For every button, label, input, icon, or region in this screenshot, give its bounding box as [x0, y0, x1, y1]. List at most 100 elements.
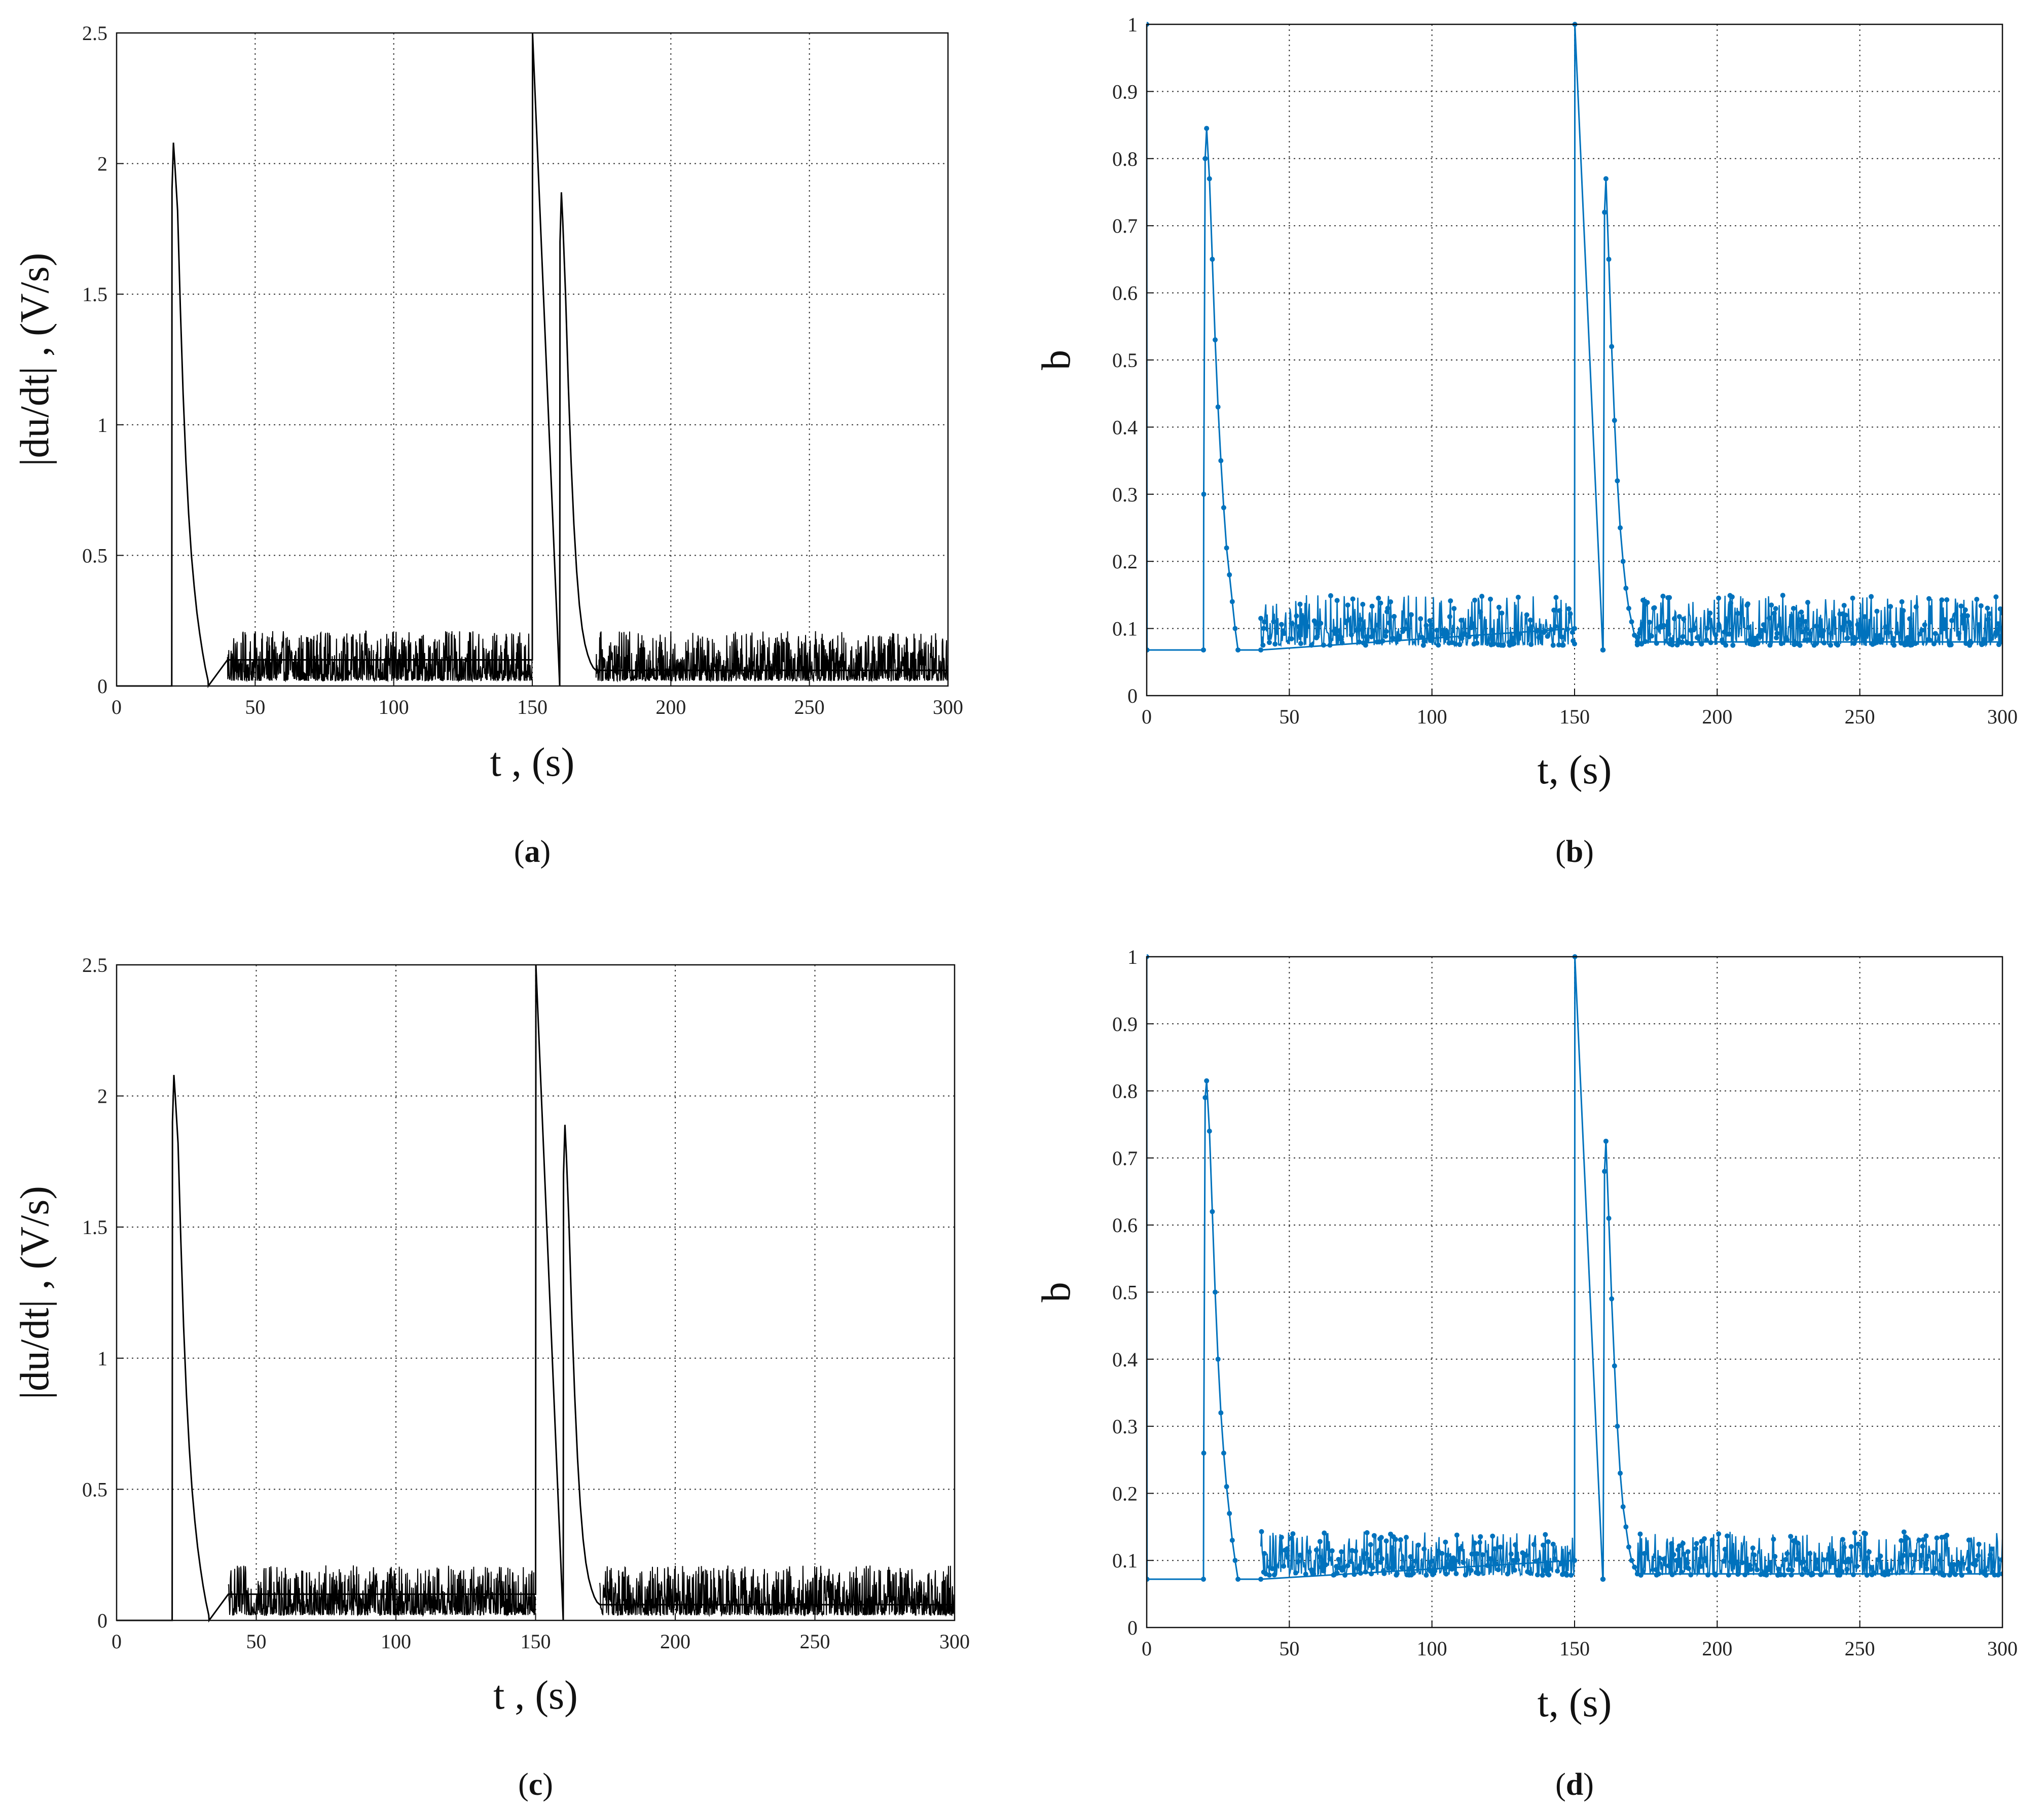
- noise-point: [1259, 1529, 1264, 1534]
- noise-point: [1802, 637, 1808, 643]
- noise-point: [1445, 631, 1450, 637]
- noise-point: [1967, 1569, 1973, 1575]
- noise-point: [1839, 627, 1845, 632]
- noise-point: [1341, 1565, 1346, 1570]
- chart-d: 0 50 100 150 200 250 300 0 0.1 0.2 0.3 0.4 0.5 0.6 0.7…: [1034, 946, 2018, 1802]
- noise-point: [1767, 1560, 1773, 1565]
- noise-point: [1799, 629, 1805, 635]
- noise-point: [1399, 1565, 1405, 1571]
- noise-point: [1704, 637, 1709, 643]
- noise-point: [1688, 1572, 1694, 1578]
- noise-point: [1761, 622, 1766, 628]
- noise-point: [1418, 616, 1424, 622]
- data-point: [1609, 344, 1615, 349]
- noise-point: [1653, 1567, 1659, 1572]
- noise-point: [1360, 602, 1366, 607]
- noise-point: [1318, 621, 1324, 626]
- noise-point: [1548, 627, 1554, 632]
- noise-point: [1978, 603, 1984, 608]
- y-tick-label: 0.7: [1112, 214, 1138, 237]
- noise-point: [1528, 642, 1534, 647]
- noise-point: [1477, 1540, 1482, 1545]
- panel-label: (a): [514, 835, 551, 869]
- noise-point: [1931, 641, 1937, 646]
- data-point: [1626, 1544, 1631, 1550]
- data-point: [1227, 572, 1232, 577]
- noise-point: [1383, 633, 1389, 639]
- noise-point: [1496, 604, 1502, 610]
- noise-point: [1807, 631, 1813, 636]
- noise-point: [1888, 604, 1893, 609]
- noise-point: [1541, 1542, 1546, 1548]
- noise-point: [1960, 613, 1965, 619]
- noise-point: [1918, 1552, 1924, 1558]
- noise-point: [1708, 640, 1713, 645]
- noise-point: [1767, 616, 1772, 621]
- noise-point: [1285, 1546, 1290, 1551]
- noise-point: [1358, 617, 1363, 623]
- y-tick-label: 2.5: [82, 22, 107, 45]
- noise-point: [1490, 1533, 1495, 1539]
- noise-point: [1985, 617, 1991, 622]
- noise-point: [1680, 639, 1685, 645]
- noise-point: [1358, 1570, 1363, 1576]
- noise-point: [1281, 1564, 1287, 1569]
- y-tick-label: 0.1: [1112, 618, 1138, 640]
- noise-point: [1907, 616, 1913, 622]
- noise-point: [1686, 1566, 1692, 1571]
- x-tick-label: 50: [245, 696, 265, 718]
- data-point: [1603, 176, 1609, 182]
- noise-point: [1992, 1572, 1997, 1578]
- x-tick-label: 0: [112, 696, 122, 718]
- noise-point: [1671, 1552, 1676, 1558]
- data-point: [1602, 1169, 1608, 1174]
- noise-point: [1949, 618, 1955, 623]
- noise-point: [1656, 1571, 1661, 1577]
- noise-point: [1864, 1572, 1870, 1578]
- noise-point: [1635, 634, 1641, 640]
- y-tick-label: 0.8: [1112, 148, 1138, 170]
- noise-point: [1948, 642, 1954, 647]
- noise-point: [1745, 601, 1750, 607]
- noise-point: [1639, 641, 1645, 647]
- noise-point: [1476, 1571, 1481, 1576]
- noise-point: [1919, 628, 1925, 633]
- noise-point: [1755, 640, 1761, 646]
- noise-point: [1661, 623, 1666, 628]
- noise-point: [1799, 1572, 1805, 1577]
- y-tick-label: 1: [1127, 13, 1138, 36]
- x-tick-label: 300: [939, 1630, 970, 1653]
- x-tick-label: 300: [1987, 705, 2018, 728]
- noise-point: [1780, 593, 1785, 598]
- noise-point: [1987, 611, 1992, 617]
- noise-point: [1363, 1569, 1368, 1575]
- noise-point: [1923, 1561, 1928, 1566]
- noise-point: [1375, 622, 1380, 628]
- noise-point: [1289, 636, 1294, 642]
- noise-point: [1727, 631, 1732, 637]
- noise-point: [1943, 622, 1948, 627]
- noise-point: [1790, 1568, 1795, 1573]
- noise-point: [1540, 1572, 1545, 1578]
- noise-point: [1421, 1546, 1427, 1552]
- data-point: [1629, 619, 1634, 625]
- noise-point: [1266, 640, 1272, 645]
- noise-point: [1721, 1559, 1726, 1564]
- noise-point: [1523, 1552, 1529, 1558]
- noise-point: [1716, 595, 1722, 601]
- noise-point: [1488, 1556, 1493, 1562]
- noise-point: [1568, 1572, 1574, 1578]
- noise-point: [1469, 1568, 1474, 1573]
- noise-point: [1381, 1571, 1387, 1576]
- noise-point: [1637, 1531, 1643, 1537]
- series-group-a: [117, 32, 948, 689]
- noise-point: [1334, 598, 1340, 603]
- noise-point: [1458, 618, 1464, 623]
- noise-point: [1457, 642, 1463, 647]
- noise-point: [1572, 641, 1577, 646]
- noise-point: [1885, 630, 1891, 635]
- noise-point: [1294, 613, 1299, 619]
- data-point: [1632, 1564, 1637, 1570]
- noise-point: [1862, 614, 1868, 620]
- noise-point: [1917, 631, 1922, 637]
